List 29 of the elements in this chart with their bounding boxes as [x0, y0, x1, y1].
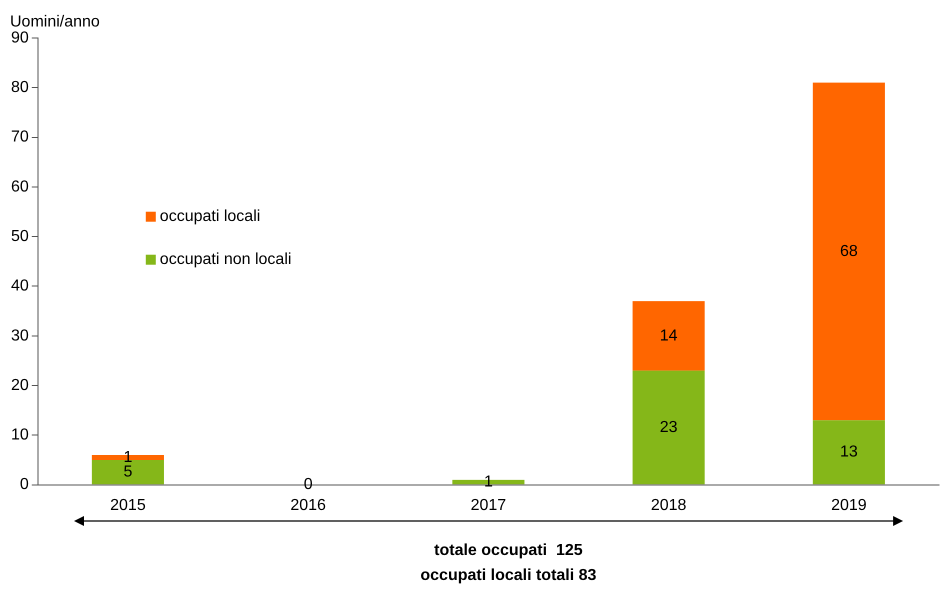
x-tick-label: 2015 — [110, 496, 146, 514]
bar — [812, 420, 885, 484]
y-axis-title: Uomini/anno — [10, 13, 100, 30]
y-tick-label: 0 — [20, 476, 29, 494]
legend-label: occupati non locali — [160, 251, 292, 268]
y-tick-label: 30 — [11, 327, 29, 344]
y-tick-label: 20 — [11, 376, 29, 394]
y-tick-label: 40 — [11, 278, 29, 295]
y-tick-label: 90 — [11, 29, 29, 46]
y-tick-label: 50 — [11, 228, 29, 245]
text: occupati locali totali 83 — [420, 567, 597, 584]
y-tick-label: 10 — [11, 426, 29, 444]
bar — [812, 82, 885, 420]
data-label: 14 — [660, 327, 678, 344]
legend-label: occupati locali — [160, 208, 260, 226]
data-label: 68 — [840, 242, 858, 260]
data-label: 13 — [840, 444, 858, 461]
y-tick-label: 60 — [11, 178, 29, 196]
x-tick-label: 2018 — [650, 496, 687, 514]
data-label: 23 — [660, 418, 678, 436]
bar — [632, 370, 705, 484]
y-tick-label: 80 — [11, 79, 29, 96]
x-tick-label: 2016 — [290, 496, 326, 514]
y-tick-label: 70 — [11, 128, 29, 146]
x-tick-label: 2017 — [470, 496, 506, 514]
bar — [632, 301, 705, 371]
x-tick-label: 2019 — [831, 496, 867, 514]
text: totale occupati 125 — [434, 542, 583, 560]
data-label: 5 — [123, 464, 132, 481]
